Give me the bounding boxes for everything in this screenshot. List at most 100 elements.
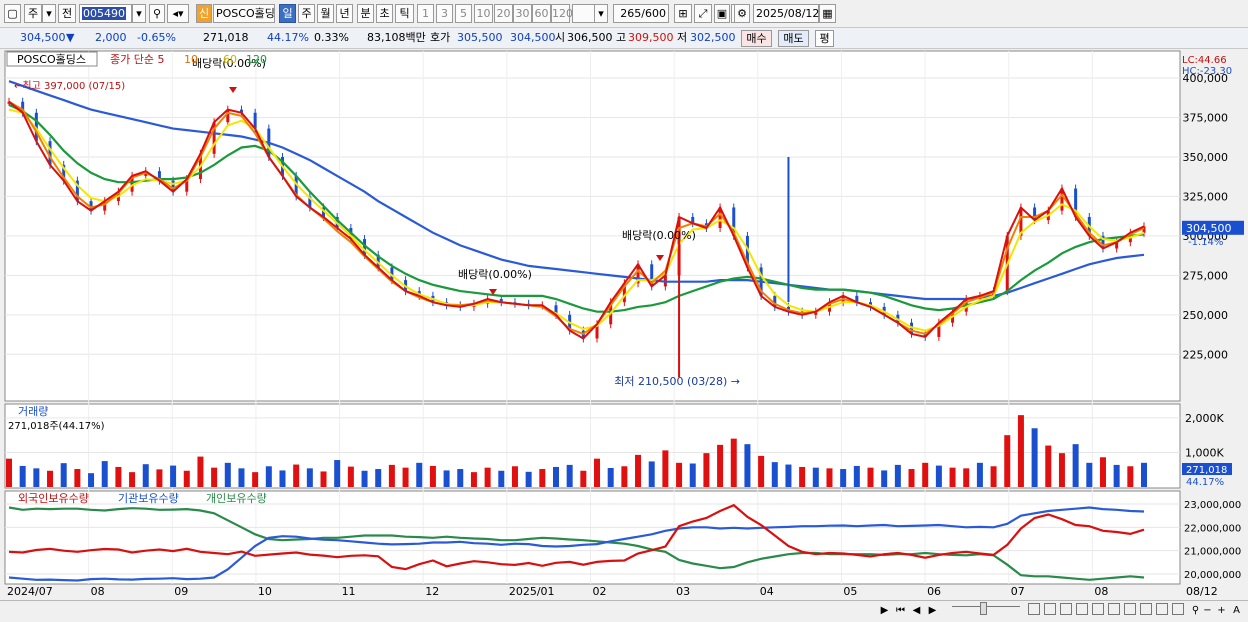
volume-current-label: 271,018주(44.17%) — [8, 421, 105, 432]
interval-120[interactable]: 120 — [551, 4, 573, 23]
market-mode-select[interactable]: 주 — [24, 4, 42, 23]
chart-type-icon[interactable] — [1140, 603, 1152, 615]
scroll-right-icon[interactable]: ▶ — [880, 605, 889, 616]
sell-button[interactable]: 매도 — [778, 30, 809, 47]
tab-period-tick[interactable]: 틱 — [395, 4, 414, 23]
volume-bar — [197, 456, 204, 487]
dividend-marker — [656, 255, 664, 261]
volume-bar — [470, 472, 477, 487]
prev-page-icon[interactable]: ◀ — [912, 605, 921, 616]
volume-bar — [594, 458, 601, 487]
count-input[interactable]: 265/600 — [613, 4, 669, 23]
volume-bar — [388, 464, 395, 487]
buy-button[interactable]: 매수 — [741, 30, 772, 47]
gear-icon[interactable]: ⚙ — [734, 4, 750, 23]
volume-value: 271,018 — [203, 31, 249, 44]
holdings-axis-tick: 21,000,000 — [1184, 547, 1241, 558]
change-value: 2,000 — [95, 31, 127, 44]
zoom-in-icon[interactable]: + — [1217, 605, 1226, 616]
tab-period-month[interactable]: 월 — [317, 4, 334, 23]
volume-bar — [676, 462, 683, 487]
tool-icon[interactable]: ⊞ — [674, 4, 692, 23]
volume-bar — [252, 472, 259, 487]
interval-1[interactable]: 1 — [417, 4, 434, 23]
volume-bar — [60, 463, 67, 487]
save-icon[interactable]: ▣ — [714, 4, 730, 23]
paste-icon[interactable] — [1124, 603, 1136, 615]
search-icon[interactable]: ⚲ — [149, 4, 165, 23]
candle-body — [1074, 188, 1078, 217]
window-menu-icon[interactable]: ▢ — [4, 4, 21, 23]
candle-body — [732, 207, 736, 236]
stock-code-input[interactable]: 005490 — [79, 4, 132, 23]
count-total: /600 — [641, 7, 666, 20]
quote-bar: 304,500 ▼ 2,000 -0.65% 271,018 44.17% 0.… — [0, 28, 1248, 49]
chart-navigation-bar: ▶ ⏮ ◀ ▶ ⚲ − + A — [0, 600, 1248, 622]
volume-bar — [74, 469, 81, 487]
volume-bar — [115, 466, 122, 487]
code-dropdown-icon[interactable]: ▾ — [132, 4, 146, 23]
font-size-icon[interactable]: A — [1233, 605, 1240, 616]
window-icon[interactable] — [1044, 603, 1056, 615]
first-page-icon[interactable]: ⏮ — [896, 605, 905, 616]
credit-badge[interactable]: 신 — [196, 4, 212, 23]
layout-icon[interactable] — [1028, 603, 1040, 615]
legend-ma5: 종가 단순 5 — [110, 53, 164, 66]
volume-bar — [1127, 466, 1134, 487]
candle-body — [1142, 226, 1146, 233]
cross-icon[interactable]: ⤢ — [694, 4, 712, 23]
reset-icon[interactable] — [1172, 603, 1184, 615]
zoom-slider[interactable] — [952, 602, 1020, 615]
volume-bar — [1072, 444, 1079, 487]
custom-dropdown-icon[interactable]: ▾ — [594, 4, 608, 23]
tab-period-minute[interactable]: 분 — [357, 4, 374, 23]
interval-60[interactable]: 60 — [532, 4, 551, 23]
date-input[interactable]: 2025/08/12 — [753, 4, 819, 23]
candle-body — [253, 112, 257, 129]
turnover-rate: 0.33% — [314, 31, 349, 44]
next-page-icon[interactable]: ▶ — [928, 605, 937, 616]
zoom-out-icon[interactable]: − — [1203, 605, 1212, 616]
interval-30[interactable]: 30 — [513, 4, 532, 23]
volume-bar — [238, 468, 245, 487]
low-price: 302,500 — [690, 31, 736, 44]
bid-price: 304,500 — [510, 31, 556, 44]
speaker-icon[interactable]: ◂▾ — [167, 4, 189, 23]
volume-bar — [990, 466, 997, 487]
interval-20[interactable]: 20 — [494, 4, 513, 23]
tab-period-day[interactable]: 일 — [279, 4, 296, 23]
stock-name-field[interactable]: POSCO홀딩스 — [213, 4, 275, 23]
volume-bar — [648, 461, 655, 487]
chevron-down-icon[interactable]: ▾ — [42, 4, 56, 23]
volume-bar — [867, 467, 874, 487]
volume-current-value: 271,018 — [1186, 465, 1227, 476]
search-zoom-icon[interactable]: ⚲ — [1191, 605, 1200, 616]
trade-amount: 83,108백만 — [367, 31, 426, 44]
copy-icon[interactable] — [1108, 603, 1120, 615]
holdings-axis-tick: 23,000,000 — [1184, 500, 1241, 511]
candle-body — [34, 112, 38, 142]
tab-period-week[interactable]: 주 — [298, 4, 315, 23]
interval-3[interactable]: 3 — [436, 4, 453, 23]
calendar-icon[interactable]: ▦ — [819, 4, 836, 23]
legend-ma10: 10 — [184, 53, 198, 66]
eval-button[interactable]: 평 — [815, 30, 834, 47]
tab-period-second[interactable]: 초 — [376, 4, 393, 23]
export-icon[interactable] — [1092, 603, 1104, 615]
price-axis-tick: 350,000 — [1183, 151, 1229, 164]
prev-button[interactable]: 전 — [58, 4, 76, 23]
zoom-slider-handle[interactable] — [980, 602, 987, 615]
group-icon[interactable] — [1060, 603, 1072, 615]
link-icon[interactable] — [1076, 603, 1088, 615]
candle-body — [390, 267, 394, 281]
price-chart[interactable]: 400,000375,000350,000325,000300,000275,0… — [0, 49, 1248, 600]
tab-period-year[interactable]: 년 — [336, 4, 353, 23]
interval-5[interactable]: 5 — [455, 4, 472, 23]
high-label: 고 — [616, 31, 627, 44]
month-axis-label: 11 — [342, 585, 356, 598]
month-axis-label: 2025/01 — [509, 585, 555, 598]
interval-10[interactable]: 10 — [474, 4, 493, 23]
volume-bar — [689, 463, 696, 487]
volume-bar — [402, 467, 409, 487]
settings-small-icon[interactable] — [1156, 603, 1168, 615]
